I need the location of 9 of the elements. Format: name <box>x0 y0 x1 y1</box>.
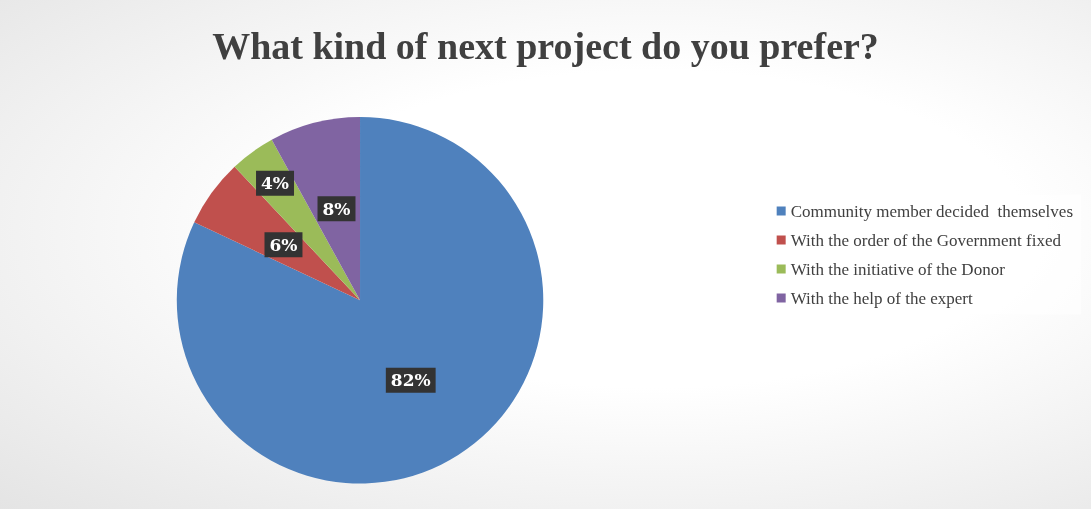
legend-label: Community member decided themselves <box>790 201 1073 221</box>
data-label: 4% <box>261 173 290 194</box>
data-label: 8% <box>322 198 351 219</box>
legend-label: With the order of the Government fixed <box>790 230 1062 250</box>
legend-label: With the help of the expert <box>790 288 973 308</box>
data-label: 6% <box>269 234 298 255</box>
data-label: 82% <box>390 370 431 391</box>
legend-label: With the initiative of the Donor <box>790 259 1006 279</box>
chart-title: What kind of next project do you prefer? <box>212 25 879 67</box>
